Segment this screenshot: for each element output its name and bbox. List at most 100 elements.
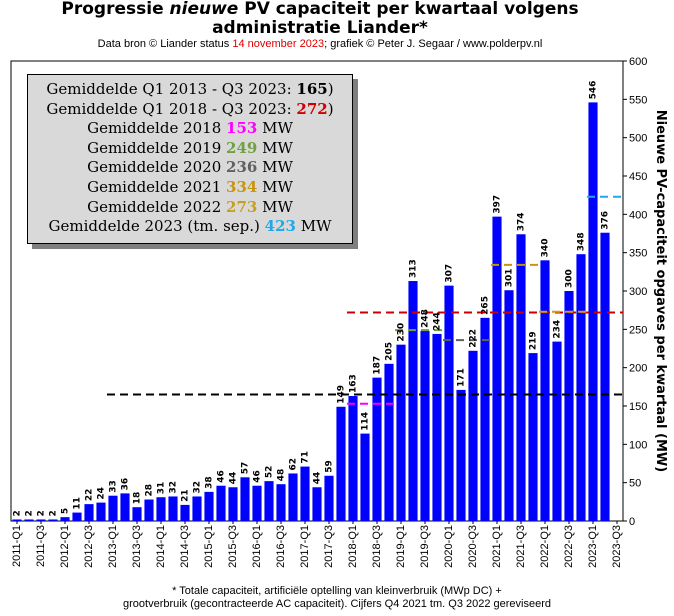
bar-2012-Q1 — [60, 517, 70, 521]
x-tick-label-2021-Q3: 2021-Q3 — [515, 525, 527, 568]
average-line-2: Gemiddelde 2018 153 MW — [28, 119, 352, 139]
bar-2014-Q3 — [180, 504, 190, 521]
y-tick-label-550: 550 — [629, 94, 647, 106]
data-label-2014-Q4: 32 — [193, 481, 203, 494]
y-tick-label-300: 300 — [629, 286, 647, 298]
data-label-2022-Q3: 300 — [565, 269, 575, 288]
bar-2020-Q1 — [444, 285, 454, 521]
data-label-2017-Q2: 44 — [313, 472, 323, 485]
bar-2011-Q2 — [24, 519, 34, 521]
average-value: 272 — [296, 99, 328, 118]
data-label-2023-Q1: 546 — [589, 81, 599, 100]
data-label-2018-Q3: 187 — [373, 356, 383, 375]
data-label-2015-Q4: 57 — [241, 462, 251, 475]
subtitle-date: 14 november 2023 — [232, 38, 325, 50]
average-line-1: Gemiddelde Q1 2018 - Q3 2023: 272) — [28, 100, 352, 120]
data-label-2020-Q4: 265 — [481, 296, 491, 315]
bar-2017-Q4 — [336, 406, 346, 521]
bar-2013-Q1 — [108, 495, 118, 521]
bar-2015-Q1 — [204, 491, 214, 521]
subtitle-credit: ; grafiek © Peter J. Segaar / www.polder… — [324, 38, 543, 50]
bar-2021-Q1 — [492, 216, 502, 521]
data-label-2022-Q2: 234 — [553, 320, 563, 339]
average-label: Gemiddelde Q1 2013 - Q3 2023: — [46, 80, 297, 98]
data-label-2013-Q2: 36 — [121, 478, 131, 491]
bar-2013-Q4 — [144, 499, 154, 521]
x-tick-label-2014-Q3: 2014-Q3 — [179, 525, 191, 568]
data-label-2011-Q1: 2 — [13, 510, 23, 516]
average-line-3: Gemiddelde 2019 249 MW — [28, 139, 352, 159]
bar-2021-Q2 — [504, 290, 514, 521]
y-tick-label-250: 250 — [629, 324, 647, 336]
data-label-2021-Q4: 219 — [529, 331, 539, 350]
subtitle-source: Data bron © Liander status — [97, 38, 233, 50]
data-label-2011-Q4: 2 — [49, 510, 59, 516]
average-value: 236 — [226, 158, 258, 177]
data-label-2019-Q4: 244 — [433, 312, 443, 331]
average-suffix: MW — [295, 217, 332, 236]
footnote-line-2: grootverbruik (gecontracteerde AC capaci… — [123, 598, 551, 610]
average-label: Gemiddelde 2022 — [87, 197, 227, 216]
bar-2015-Q2 — [216, 485, 226, 521]
averages-legend-box: Gemiddelde Q1 2013 - Q3 2023: 165) Gemidd… — [27, 74, 353, 244]
x-tick-label-2013-Q1: 2013-Q1 — [107, 525, 119, 568]
data-label-2015-Q2: 46 — [217, 470, 227, 483]
data-label-2014-Q3: 21 — [181, 489, 191, 502]
x-tick-label-2023-Q1: 2023-Q1 — [587, 525, 599, 568]
bar-2016-Q2 — [264, 481, 274, 521]
data-label-2021-Q3: 374 — [517, 212, 527, 231]
data-label-2018-Q1: 163 — [349, 374, 359, 393]
data-label-2022-Q4: 348 — [577, 232, 587, 251]
bar-2016-Q1 — [252, 485, 262, 521]
y-tick-label-0: 0 — [629, 516, 635, 528]
data-label-2013-Q4: 28 — [145, 484, 155, 497]
bar-2020-Q2 — [456, 389, 466, 521]
average-label: Gemiddelde 2021 — [87, 177, 227, 196]
average-value: 249 — [226, 138, 258, 157]
title-text-italic: nieuwe — [169, 0, 239, 19]
bar-2018-Q1 — [348, 396, 358, 521]
bar-2022-Q4 — [576, 254, 586, 521]
x-tick-label-2020-Q1: 2020-Q1 — [443, 525, 455, 568]
title-text-1: Progressie — [61, 0, 170, 19]
bar-2018-Q4 — [384, 363, 394, 521]
x-tick-label-2021-Q1: 2021-Q1 — [491, 525, 503, 568]
average-line-4: Gemiddelde 2020 236 MW — [28, 158, 352, 178]
x-tick-label-2011-Q1: 2011-Q1 — [11, 525, 23, 567]
x-tick-label-2017-Q1: 2017-Q1 — [299, 525, 311, 568]
data-label-2017-Q1: 71 — [301, 451, 311, 464]
data-label-2019-Q2: 313 — [409, 259, 419, 278]
average-value: 334 — [226, 177, 258, 196]
chart-title-block: Progressie nieuwe PV capaciteit per kwar… — [0, 0, 640, 51]
data-label-2021-Q2: 301 — [505, 268, 515, 287]
data-label-2016-Q4: 62 — [289, 458, 299, 471]
average-suffix: MW — [257, 197, 293, 216]
average-line-5: Gemiddelde 2021 334 MW — [28, 178, 352, 198]
bar-2017-Q2 — [312, 487, 322, 521]
data-label-2019-Q1: 230 — [397, 323, 407, 342]
data-label-2015-Q3: 44 — [229, 472, 239, 485]
bar-2019-Q2 — [408, 281, 418, 521]
bar-2016-Q3 — [276, 484, 286, 521]
average-suffix: ) — [327, 99, 334, 118]
data-label-2016-Q1: 46 — [253, 470, 263, 483]
x-tick-label-2012-Q1: 2012-Q1 — [59, 525, 71, 568]
bar-2015-Q4 — [240, 477, 250, 521]
average-suffix: MW — [257, 119, 293, 138]
average-value: 423 — [264, 217, 296, 236]
average-suffix: MW — [257, 138, 293, 157]
data-label-2017-Q3: 59 — [325, 460, 335, 473]
data-label-2016-Q3: 48 — [277, 469, 287, 482]
data-label-2013-Q1: 33 — [109, 480, 119, 493]
bar-2013-Q3 — [132, 507, 142, 521]
x-tick-label-2018-Q3: 2018-Q3 — [371, 525, 383, 568]
data-label-2012-Q2: 11 — [73, 497, 83, 510]
average-label: Gemiddelde 2018 — [87, 119, 227, 138]
data-label-2022-Q1: 340 — [541, 239, 551, 258]
x-tick-label-2017-Q3: 2017-Q3 — [323, 525, 335, 568]
bar-2020-Q3 — [468, 350, 478, 521]
x-tick-label-2014-Q1: 2014-Q1 — [155, 525, 167, 568]
data-label-2011-Q2: 2 — [25, 510, 35, 516]
y-tick-label-450: 450 — [629, 171, 647, 183]
title-text-3: PV capaciteit per kwartaal volgens — [238, 0, 579, 19]
